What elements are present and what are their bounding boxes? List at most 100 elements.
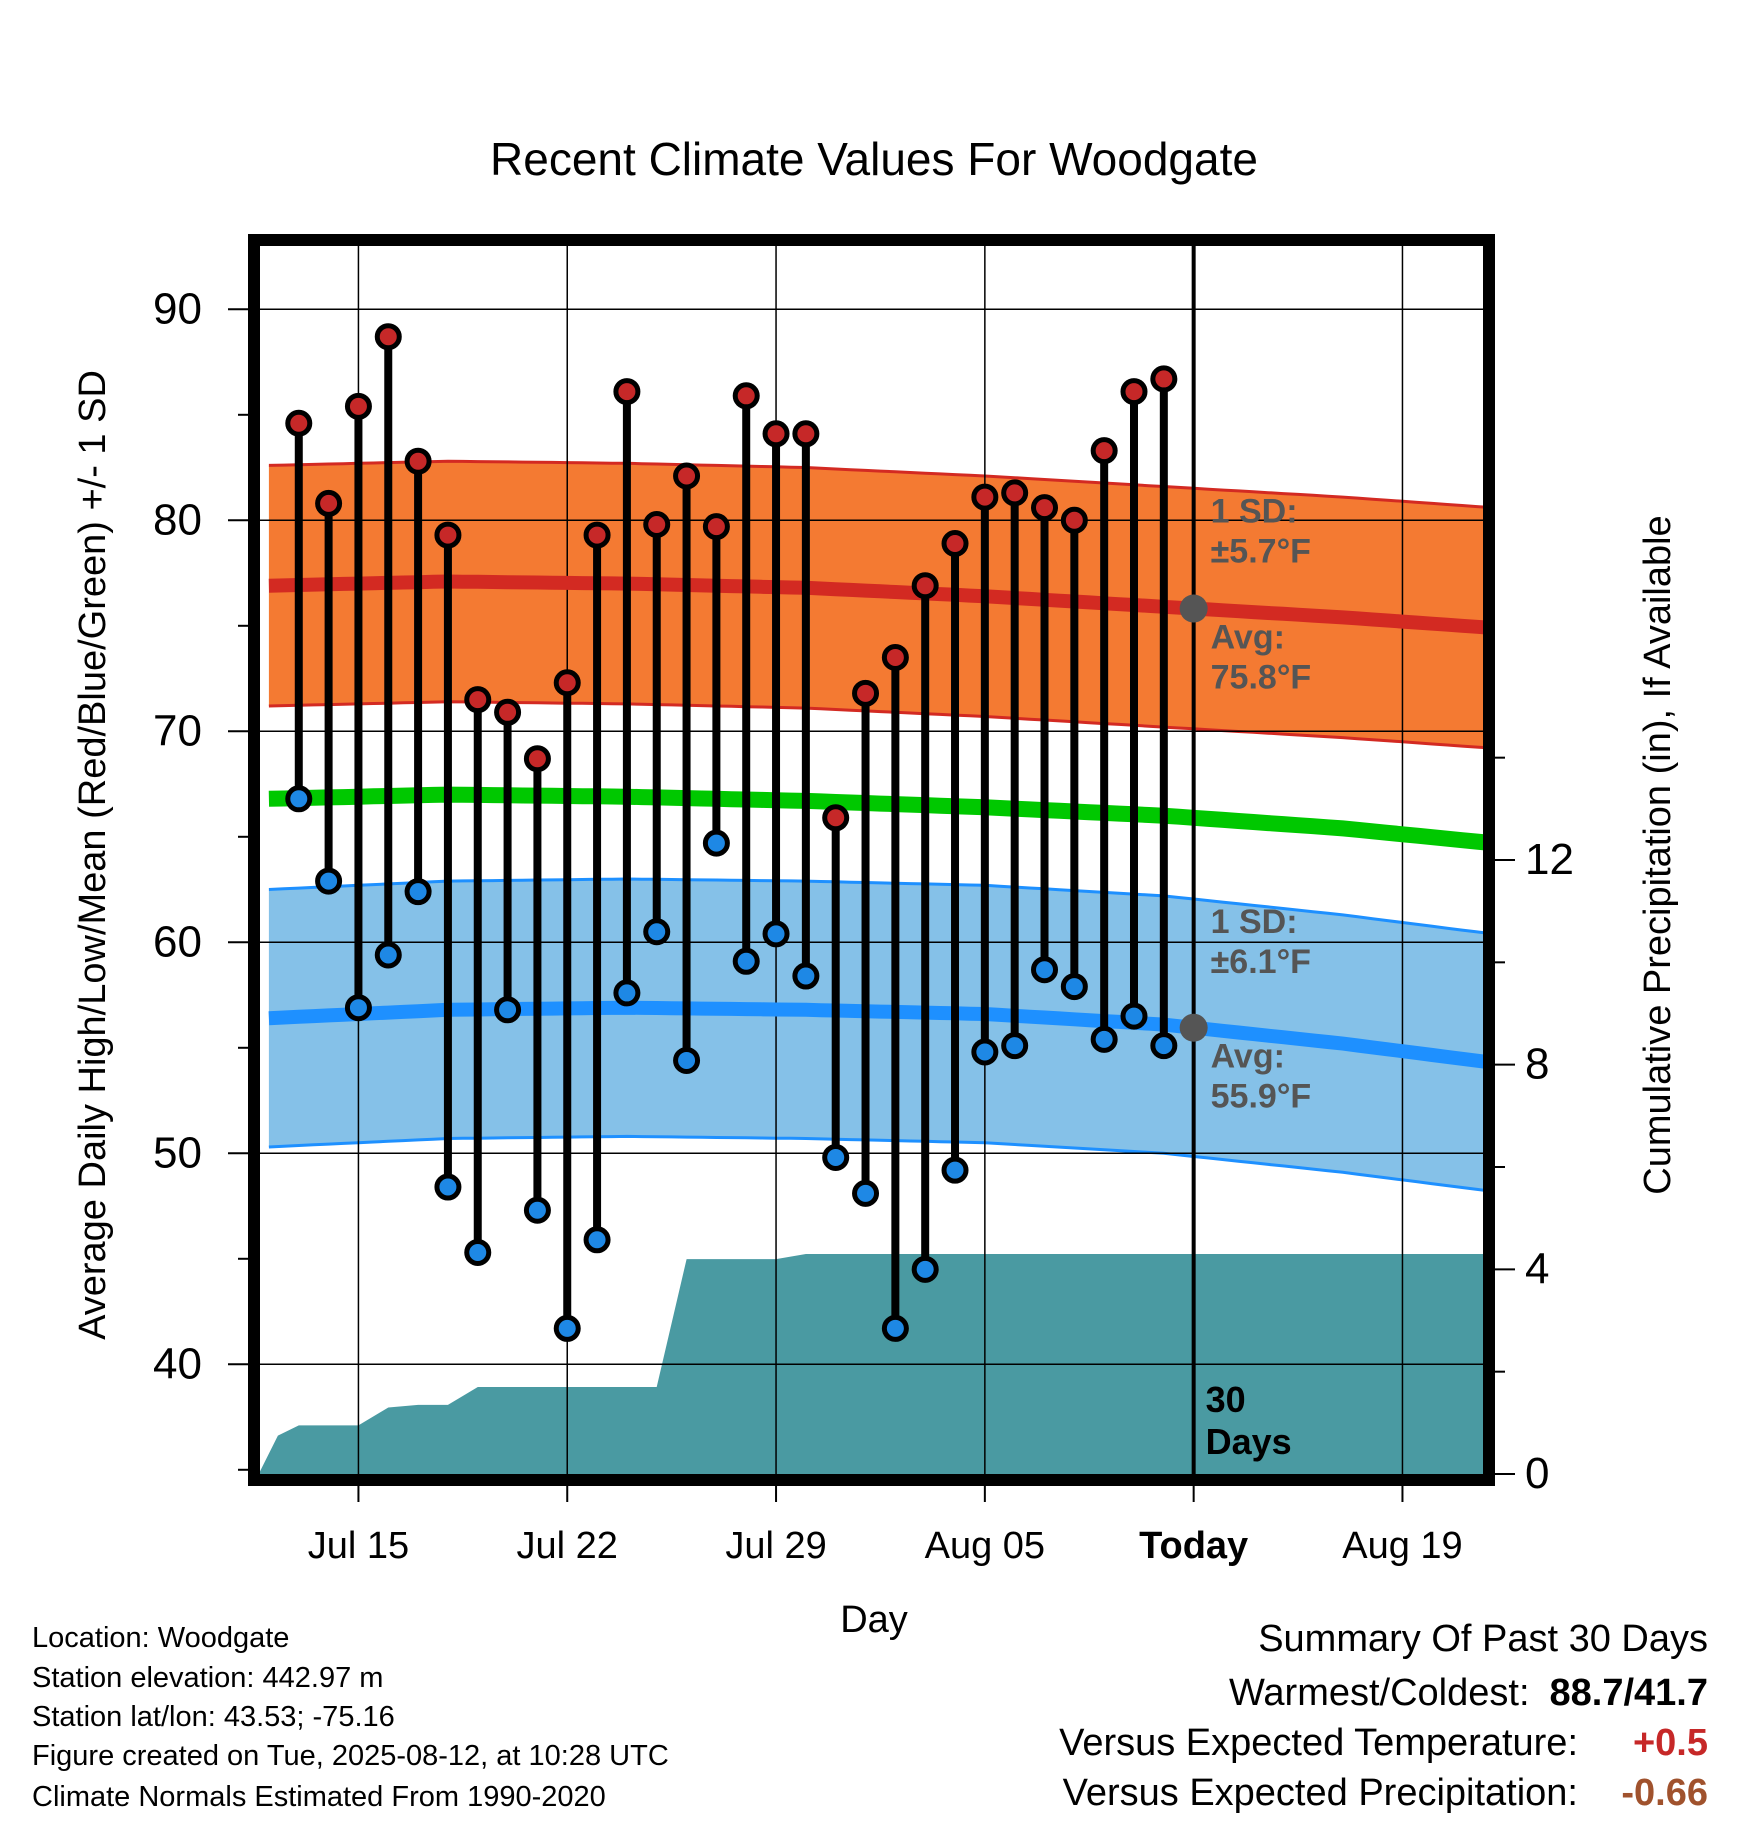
summary-temp-label: Versus Expected Temperature:: [1059, 1722, 1578, 1764]
daily-low-point: [1150, 1032, 1178, 1060]
daily-low-point: [1090, 1025, 1118, 1053]
daily-high-point: [762, 420, 790, 448]
x-tick-label: Jul 22: [517, 1525, 618, 1567]
daily-high-point: [792, 420, 820, 448]
normal-high-avg-line: [268, 574, 1483, 635]
normal-mean-line: [268, 786, 1483, 851]
summary-temp-value: +0.5: [1632, 1722, 1708, 1764]
high-avg-label: Avg:: [1211, 619, 1285, 657]
daily-high-point: [1031, 494, 1059, 522]
daily-low-point: [523, 1196, 551, 1224]
today-days-word: Days: [1206, 1421, 1292, 1462]
daily-low-point: [643, 918, 671, 946]
daily-high-point: [315, 489, 343, 517]
low-avg-value: 55.9°F: [1211, 1078, 1312, 1116]
y-tick-label: 90: [153, 284, 202, 333]
summary-precip-row: Versus Expected Precipitation: -0.66: [1063, 1772, 1708, 1815]
daily-high-point: [374, 323, 402, 351]
daily-high-point: [822, 804, 850, 832]
daily-low-point: [1001, 1032, 1029, 1060]
daily-low-point: [702, 829, 730, 857]
normal-low-band: [268, 879, 1483, 1191]
daily-low-point: [374, 941, 402, 969]
daily-low-point: [1031, 956, 1059, 984]
daily-high-point: [881, 643, 909, 671]
high-sd-value: ±5.7°F: [1211, 532, 1311, 570]
daily-high-point: [971, 483, 999, 511]
summary-warmest-label: Warmest/Coldest:: [1228, 1672, 1530, 1714]
low-sd-value: ±6.1°F: [1211, 943, 1311, 981]
x-tick-label: Today: [1139, 1525, 1248, 1567]
daily-high-point: [553, 669, 581, 697]
footer-location: Location: Woodgate: [32, 1622, 290, 1654]
normal-low-lower-edge: [268, 1134, 1483, 1192]
daily-low-point: [1120, 1002, 1148, 1030]
daily-high-point: [404, 447, 432, 475]
high-avg-value: 75.8°F: [1211, 659, 1312, 697]
daily-high-point: [344, 392, 372, 420]
daily-low-point: [404, 878, 432, 906]
daily-high-point: [464, 686, 492, 714]
y2-tick-label: 8: [1525, 1040, 1549, 1089]
footer-normals: Climate Normals Estimated From 1990-2020: [32, 1781, 606, 1813]
daily-low-point: [673, 1046, 701, 1074]
daily-low-point: [613, 979, 641, 1007]
summary-precip-label: Versus Expected Precipitation:: [1062, 1772, 1578, 1814]
daily-high-point: [702, 513, 730, 541]
daily-high-point: [1120, 378, 1148, 406]
today-high-normal-marker: [1179, 594, 1208, 623]
daily-low-point: [434, 1173, 462, 1201]
y2-axis-label: Cumulative Precipitation (in), If Availa…: [1637, 515, 1679, 1194]
low-avg-label: Avg:: [1211, 1038, 1285, 1076]
daily-low-point: [583, 1226, 611, 1254]
daily-low-point: [911, 1255, 939, 1283]
daily-high-point: [613, 378, 641, 406]
x-tick-label: Jul 15: [308, 1525, 409, 1567]
daily-low-point: [285, 785, 313, 813]
footer-elevation: Station elevation: 442.97 m: [32, 1662, 384, 1694]
daily-low-point: [315, 867, 343, 895]
y-tick-label: 80: [153, 495, 202, 544]
daily-high-point: [1090, 437, 1118, 465]
y2-tick-label: 4: [1525, 1244, 1549, 1293]
daily-low-point: [464, 1238, 492, 1266]
summary-warmest-value: 88.7/41.7: [1549, 1672, 1708, 1714]
daily-high-point: [911, 572, 939, 600]
x-tick-label: Aug 19: [1342, 1525, 1462, 1567]
daily-high-point: [1060, 506, 1088, 534]
daily-low-point: [822, 1144, 850, 1172]
summary-precip-value: -0.66: [1621, 1772, 1708, 1814]
x-tick-label: Aug 05: [925, 1525, 1045, 1567]
daily-high-point: [285, 409, 313, 437]
summary-temp-row: Versus Expected Temperature: +0.5: [1059, 1722, 1708, 1765]
daily-low-point: [852, 1179, 880, 1207]
daily-low-point: [1060, 973, 1088, 1001]
y-tick-label: 60: [153, 917, 202, 966]
y-tick-label: 70: [153, 706, 202, 755]
today-days-count: 30: [1206, 1379, 1246, 1420]
daily-high-point: [1150, 365, 1178, 393]
high-sd-label: 1 SD:: [1211, 492, 1298, 530]
y-tick-label: 50: [153, 1128, 202, 1177]
normal-high-band: [268, 461, 1483, 748]
chart-title: Recent Climate Values For Woodgate: [490, 133, 1258, 185]
footer-latlon: Station lat/lon: 43.53; -75.16: [32, 1701, 395, 1733]
daily-high-point: [583, 521, 611, 549]
y2-tick-label: 12: [1525, 835, 1574, 884]
daily-low-point: [494, 996, 522, 1024]
daily-high-point: [1001, 479, 1029, 507]
normal-high-upper-edge: [268, 459, 1483, 509]
daily-low-point: [553, 1314, 581, 1342]
daily-high-point: [494, 698, 522, 726]
summary-title: Summary Of Past 30 Days: [1258, 1618, 1708, 1660]
daily-high-point: [434, 521, 462, 549]
daily-low-point: [971, 1038, 999, 1066]
daily-high-point: [673, 462, 701, 490]
daily-low-point: [941, 1156, 969, 1184]
normal-low-avg-line: [268, 1000, 1483, 1069]
y-axis-label: Average Daily High/Low/Mean (Red/Blue/Gr…: [72, 370, 114, 1340]
daily-low-point: [762, 920, 790, 948]
normal-low-upper-edge: [268, 877, 1483, 935]
